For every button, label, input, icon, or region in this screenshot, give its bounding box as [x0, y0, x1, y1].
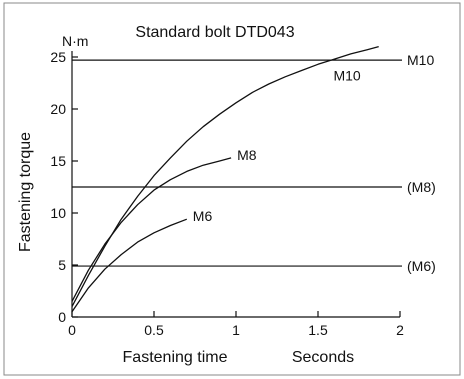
- y-axis-label: Fastening torque: [17, 132, 34, 252]
- reference-line-label: (M8): [407, 179, 436, 195]
- series-line-m8: [71, 157, 232, 302]
- series-label: M6: [193, 208, 213, 224]
- y-tick-label: 10: [50, 205, 66, 221]
- chart-frame: [3, 2, 461, 376]
- x-tick-label: 1.5: [308, 322, 328, 338]
- series-line-m10: [71, 45, 379, 307]
- series-line-m6: [71, 218, 188, 313]
- x-axis-unit: Seconds: [292, 349, 354, 366]
- x-tick-label: 0.5: [144, 322, 164, 338]
- x-tick-label: 0: [68, 322, 76, 338]
- reference-lines: M10 (M8) (M6): [72, 52, 436, 274]
- reference-line-label: (M6): [407, 258, 436, 274]
- y-tick-label: 25: [50, 49, 66, 65]
- torque-curves: M10 M8 M6: [71, 45, 379, 313]
- y-tick-label: 15: [50, 153, 66, 169]
- y-tick-label: 5: [58, 257, 66, 273]
- x-tick-label: 1: [232, 322, 240, 338]
- x-tick-label: 2: [396, 322, 404, 338]
- x-ticks: 0 0.5 1 1.5 2: [68, 311, 404, 338]
- y-ticks: 0 5 10 15 20 25: [50, 49, 78, 325]
- y-tick-label: 0: [58, 309, 66, 325]
- y-axis-unit: N·m: [62, 33, 88, 49]
- reference-line-label: M10: [407, 52, 434, 68]
- y-tick-label: 20: [50, 101, 66, 117]
- series-label: M10: [333, 68, 360, 84]
- series-label: M8: [237, 147, 257, 163]
- chart-title: Standard bolt DTD043: [135, 24, 294, 41]
- x-axis-label: Fastening time: [123, 349, 228, 366]
